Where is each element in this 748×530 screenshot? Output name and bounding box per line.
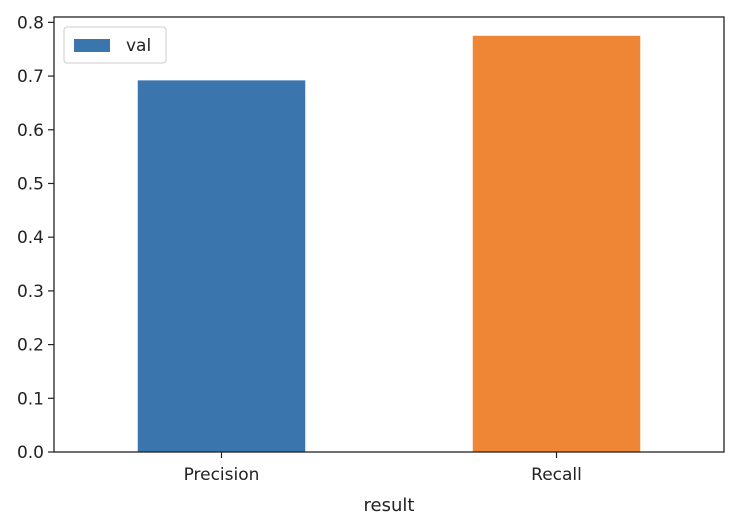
- legend-swatch: [74, 39, 110, 52]
- plot-frame: [53, 16, 725, 453]
- y-tick-label: 0.0: [17, 443, 44, 463]
- y-tick-label: 0.5: [17, 174, 44, 194]
- x-axis-label: result: [364, 495, 415, 516]
- bars: [137, 35, 641, 453]
- legend: val: [63, 26, 167, 64]
- legend-label: val: [126, 36, 151, 56]
- y-tick-label: 0.4: [17, 228, 44, 248]
- bar-recall: [472, 35, 641, 452]
- legend-box: [63, 26, 167, 64]
- y-tick-label: 0.2: [17, 336, 44, 356]
- y-tick-label: 0.7: [17, 67, 44, 87]
- x-tick-label: Recall: [531, 465, 582, 485]
- y-tick-label: 0.6: [17, 121, 44, 141]
- y-tick-label: 0.1: [17, 389, 44, 409]
- bar-precision: [137, 80, 306, 453]
- y-tick-label: 0.3: [17, 282, 44, 302]
- y-tick-label: 0.8: [17, 13, 44, 33]
- x-tick-label: Precision: [184, 465, 260, 485]
- y-axis-ticks: 0.0 0.1 0.2 0.3 0.4 0.5 0.6 0.7 0.8: [17, 13, 54, 463]
- x-axis-ticks: Precision Recall: [184, 452, 582, 485]
